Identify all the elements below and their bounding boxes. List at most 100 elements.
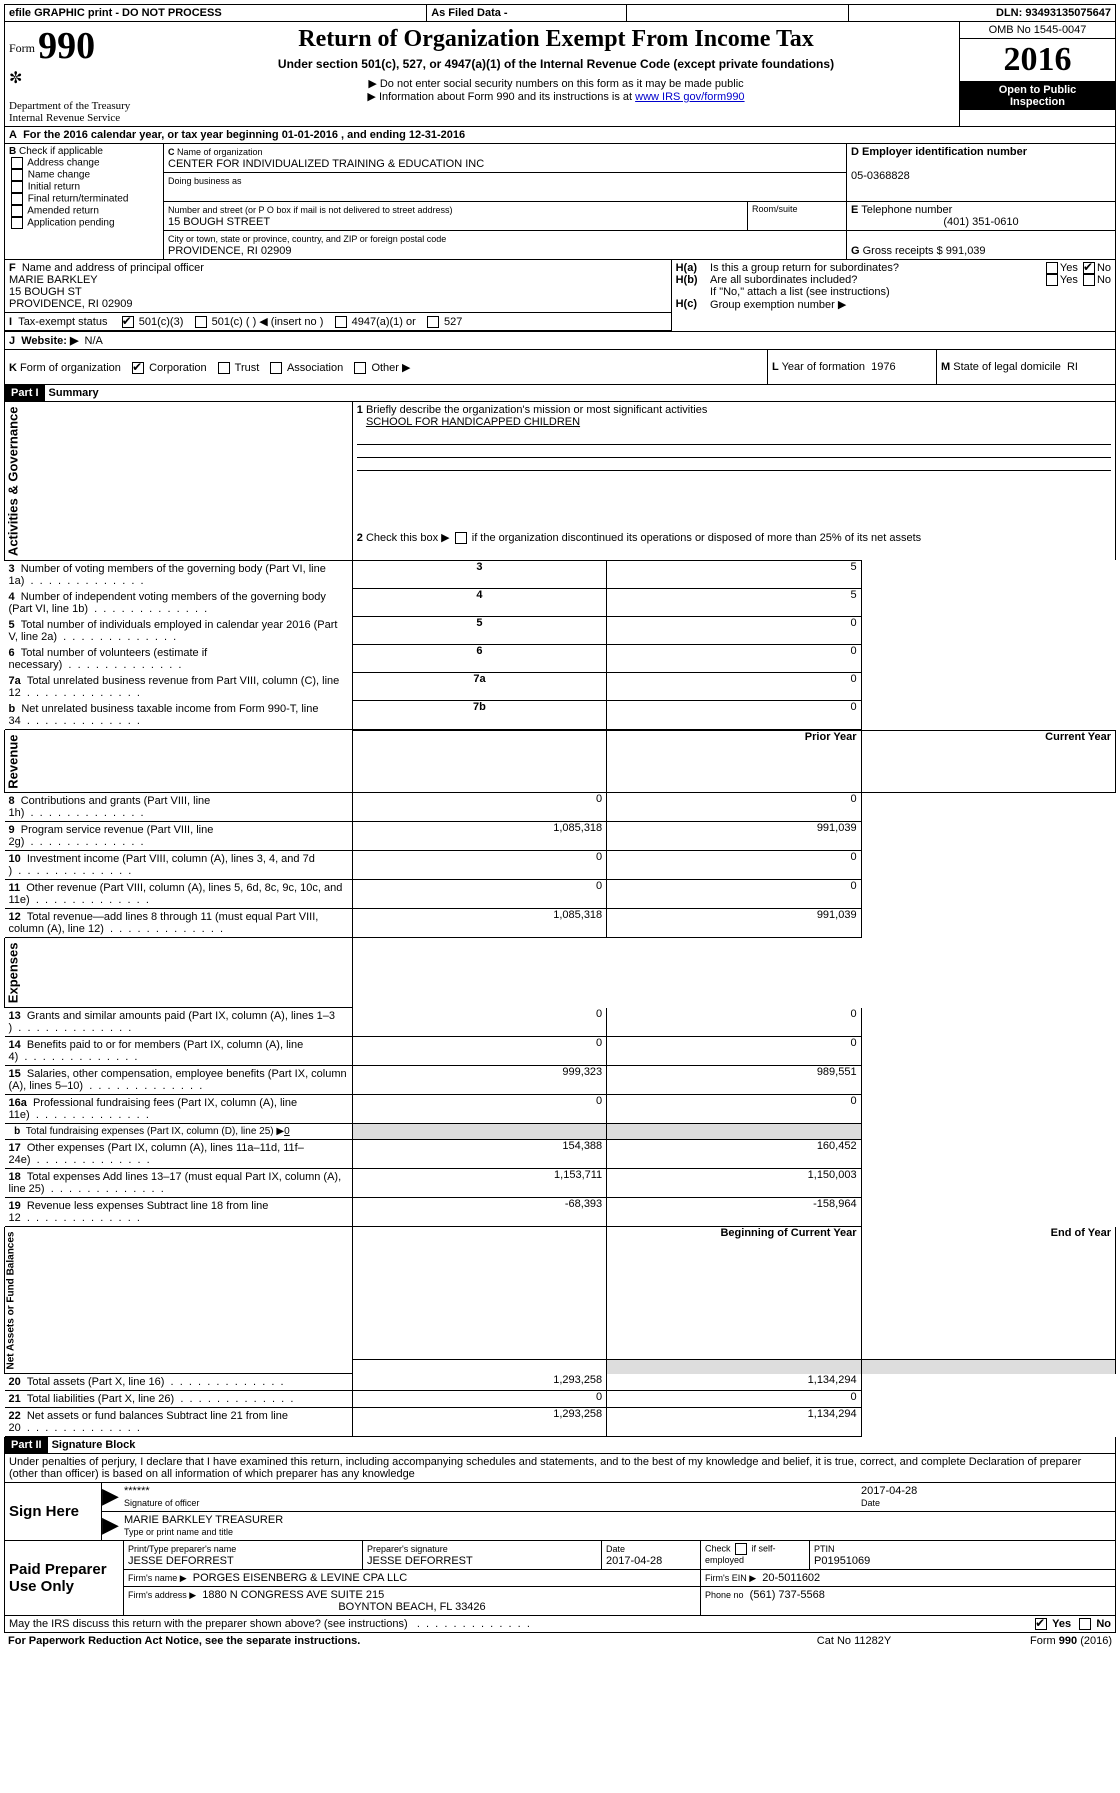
sig-date: 2017-04-28 <box>861 1485 917 1497</box>
city-value: PROVIDENCE, RI 02909 <box>168 245 292 257</box>
org-info-block: B Check if applicable Address change Nam… <box>4 144 1116 260</box>
form-subtitle: Under section 501(c), 527, or 4947(a)(1)… <box>163 57 949 71</box>
section-i: I Tax-exempt status 501(c)(3) 501(c) ( )… <box>5 313 672 331</box>
table-row: 13 Grants and similar amounts paid (Part… <box>5 1008 1116 1037</box>
sign-here-block: Sign Here ▶ ****** Signature of officer … <box>4 1483 1116 1541</box>
side-expenses: Expenses <box>5 938 353 1007</box>
table-row: b Net unrelated business taxable income … <box>5 701 1116 730</box>
checkbox-4947[interactable] <box>335 316 347 328</box>
form-title: Return of Organization Exempt From Incom… <box>163 26 949 53</box>
dln: DLN: 93493135075647 <box>849 5 1116 22</box>
table-row: 16a Professional fundraising fees (Part … <box>5 1095 1116 1124</box>
checkbox-application-pending[interactable] <box>11 217 23 229</box>
side-revenue: Revenue <box>5 730 353 793</box>
asfiled-label: As Filed Data - <box>427 5 627 22</box>
gross-receipts-value: 991,039 <box>946 245 986 257</box>
top-bar: efile GRAPHIC print - DO NOT PROCESS As … <box>4 4 1116 22</box>
checkbox-association[interactable] <box>270 362 282 374</box>
mission-value: SCHOOL FOR HANDICAPPED CHILDREN <box>366 416 580 428</box>
table-row: 12 Total revenue—add lines 8 through 11 … <box>5 909 1116 938</box>
ein-value: 05-0368828 <box>851 170 910 182</box>
org-name: CENTER FOR INDIVIDUALIZED TRAINING & EDU… <box>168 158 484 170</box>
firm-addr1: 1880 N CONGRESS AVE SUITE 215 <box>202 1589 384 1601</box>
preparer-date: 2017-04-28 <box>606 1555 662 1567</box>
table-row: 15 Salaries, other compensation, employe… <box>5 1066 1116 1095</box>
section-c-street: Number and street (or P O box if mail is… <box>164 202 748 230</box>
fundraising-total: 0 <box>284 1126 290 1137</box>
checkbox-address-change[interactable] <box>11 157 23 169</box>
checkbox-hb-no[interactable] <box>1083 274 1095 286</box>
irs-link[interactable]: www IRS gov/form990 <box>635 91 744 103</box>
table-row: 8 Contributions and grants (Part VIII, l… <box>5 793 1116 822</box>
dept-treasury: Department of the Treasury <box>9 100 130 112</box>
part1-body: Activities & Governance 1 Briefly descri… <box>4 402 1116 1437</box>
checkbox-discuss-no[interactable] <box>1079 1618 1091 1630</box>
checkbox-final-return[interactable] <box>11 193 23 205</box>
part2-header: Part II Signature Block <box>4 1437 1116 1454</box>
checkbox-ha-no[interactable] <box>1083 262 1095 274</box>
checkbox-discontinued[interactable] <box>455 532 467 544</box>
checkbox-name-change[interactable] <box>11 169 23 181</box>
discuss-line: May the IRS discuss this return with the… <box>4 1616 1116 1633</box>
part2-tag: Part II <box>5 1437 48 1453</box>
checkbox-self-employed[interactable] <box>735 1543 747 1555</box>
form-number: 990 <box>38 25 95 67</box>
col-begin: Beginning of Current Year <box>607 1227 861 1359</box>
form-prefix: Form <box>9 41 35 55</box>
section-g: G Gross receipts $ 991,039 <box>847 231 1116 260</box>
arrow-icon: ▶ <box>102 1483 121 1512</box>
side-netassets: Net Assets or Fund Balances <box>5 1227 353 1374</box>
section-c-dba: Doing business as <box>164 173 847 202</box>
checkbox-ha-yes[interactable] <box>1046 262 1058 274</box>
form-header: Form 990 ✼ Department of the Treasury In… <box>4 22 1116 127</box>
perjury-text: Under penalties of perjury, I declare th… <box>4 1454 1116 1483</box>
col-current: Current Year <box>861 730 1115 793</box>
table-row: 19 Revenue less expenses Subtract line 1… <box>5 1198 1116 1227</box>
checkbox-501c3[interactable] <box>122 316 134 328</box>
firm-phone: (561) 737-5568 <box>750 1589 825 1601</box>
state-domicile: RI <box>1067 361 1078 373</box>
checkbox-501c[interactable] <box>195 316 207 328</box>
part1-tag: Part I <box>5 385 45 401</box>
website-value: N/A <box>85 335 103 347</box>
table-row: 3 Number of voting members of the govern… <box>5 560 1116 589</box>
section-k: K Form of organization Corporation Trust… <box>5 350 768 385</box>
tax-year: 2016 <box>960 39 1115 82</box>
table-row: 9 Program service revenue (Part VIII, li… <box>5 822 1116 851</box>
phone-value: (401) 351-0610 <box>851 216 1111 228</box>
table-row: 22 Net assets or fund balances Subtract … <box>5 1408 1116 1437</box>
table-row: 20 Total assets (Part X, line 16) 1,293,… <box>5 1374 1116 1391</box>
table-row: 18 Total expenses Add lines 13–17 (must … <box>5 1169 1116 1198</box>
line-a: A For the 2016 calendar year, or tax yea… <box>4 127 1116 144</box>
preparer-signature: JESSE DEFORREST <box>367 1555 473 1567</box>
checkbox-initial-return[interactable] <box>11 181 23 193</box>
checkbox-corporation[interactable] <box>132 362 144 374</box>
col-end: End of Year <box>861 1227 1115 1359</box>
footer: For Paperwork Reduction Act Notice, see … <box>4 1633 1116 1649</box>
checkbox-discuss-yes[interactable] <box>1035 1618 1047 1630</box>
checkbox-hb-yes[interactable] <box>1046 274 1058 286</box>
section-b: B Check if applicable Address change Nam… <box>5 144 164 260</box>
section-c-name: C Name of organization CENTER FOR INDIVI… <box>164 144 847 173</box>
efile-label: efile GRAPHIC print - DO NOT PROCESS <box>5 5 427 22</box>
open-inspection: Open to PublicInspection <box>960 82 1115 110</box>
table-row: 10 Investment income (Part VIII, column … <box>5 851 1116 880</box>
section-f: F Name and address of principal officer … <box>5 260 672 313</box>
section-m: M State of legal domicile RI <box>937 350 1116 385</box>
table-row: 4 Number of independent voting members o… <box>5 589 1116 617</box>
street-value: 15 BOUGH STREET <box>168 216 270 228</box>
dept-irs: Internal Revenue Service <box>9 112 120 124</box>
irs-logo-icon: ✼ <box>9 70 22 87</box>
side-activities: Activities & Governance <box>5 402 353 560</box>
checkbox-527[interactable] <box>427 316 439 328</box>
table-row: 14 Benefits paid to or for members (Part… <box>5 1037 1116 1066</box>
checkbox-amended-return[interactable] <box>11 205 23 217</box>
form-note-2: ▶ Information about Form 990 and its ins… <box>163 90 949 103</box>
table-row: 11 Other revenue (Part VIII, column (A),… <box>5 880 1116 909</box>
table-row: 21 Total liabilities (Part X, line 26) 0… <box>5 1391 1116 1408</box>
checkbox-trust[interactable] <box>218 362 230 374</box>
section-l: L Year of formation 1976 <box>768 350 937 385</box>
table-row: 6 Total number of volunteers (estimate i… <box>5 645 1116 673</box>
table-row: 5 Total number of individuals employed i… <box>5 617 1116 645</box>
checkbox-other[interactable] <box>354 362 366 374</box>
